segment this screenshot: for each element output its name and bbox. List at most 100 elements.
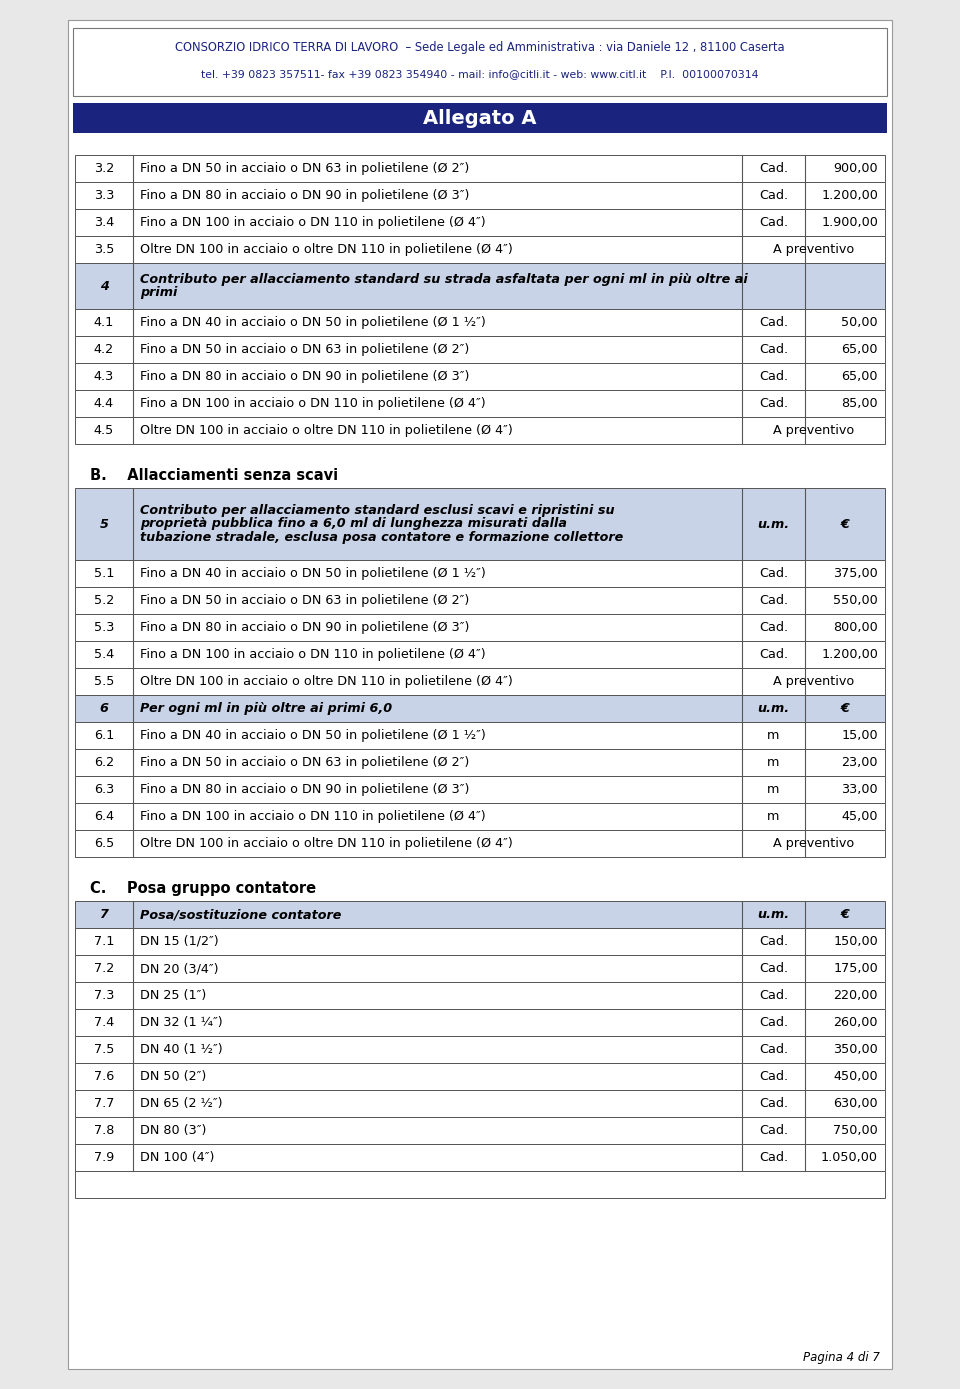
Text: 7.6: 7.6	[94, 1070, 114, 1083]
Text: 85,00: 85,00	[841, 397, 878, 410]
Bar	[75, 640, 885, 668]
Text: 375,00: 375,00	[833, 567, 878, 581]
Bar	[75, 308, 885, 336]
Text: Posa/sostituzione contatore: Posa/sostituzione contatore	[140, 908, 342, 921]
Bar	[75, 982, 885, 1008]
Text: 4.1: 4.1	[94, 317, 114, 329]
Text: A preventivo: A preventivo	[773, 838, 854, 850]
Text: 6.3: 6.3	[94, 783, 114, 796]
Bar	[75, 1063, 885, 1090]
Text: 3.4: 3.4	[94, 217, 114, 229]
Bar	[75, 488, 885, 560]
Text: u.m.: u.m.	[757, 908, 789, 921]
Bar	[75, 1171, 885, 1197]
Text: Fino a DN 50 in acciaio o DN 63 in polietilene (Ø 2″): Fino a DN 50 in acciaio o DN 63 in polie…	[140, 756, 469, 770]
Text: 3.3: 3.3	[94, 189, 114, 201]
Bar	[75, 776, 885, 803]
Text: €: €	[841, 518, 850, 531]
Text: 7: 7	[100, 908, 108, 921]
Text: Fino a DN 80 in acciaio o DN 90 in polietilene (Ø 3″): Fino a DN 80 in acciaio o DN 90 in polie…	[140, 369, 469, 383]
Text: 900,00: 900,00	[833, 163, 878, 175]
Bar	[75, 1008, 885, 1036]
Text: Cad.: Cad.	[759, 189, 788, 201]
Text: 4: 4	[100, 279, 108, 293]
Text: 450,00: 450,00	[833, 1070, 878, 1083]
Bar	[75, 831, 885, 857]
Bar	[75, 1036, 885, 1063]
Text: Contributo per allacciamento standard su strada asfaltata per ogni ml in più olt: Contributo per allacciamento standard su…	[140, 272, 748, 286]
Text: 5.1: 5.1	[94, 567, 114, 581]
Text: Fino a DN 40 in acciaio o DN 50 in polietilene (Ø 1 ½″): Fino a DN 40 in acciaio o DN 50 in polie…	[140, 317, 486, 329]
Text: 15,00: 15,00	[841, 729, 878, 742]
Text: €: €	[841, 908, 850, 921]
Text: 4.3: 4.3	[94, 369, 114, 383]
Bar	[75, 417, 885, 444]
Text: Fino a DN 50 in acciaio o DN 63 in polietilene (Ø 2″): Fino a DN 50 in acciaio o DN 63 in polie…	[140, 594, 469, 607]
Text: Cad.: Cad.	[759, 1124, 788, 1138]
Text: Cad.: Cad.	[759, 369, 788, 383]
Text: 7.1: 7.1	[94, 935, 114, 949]
Text: DN 15 (1/2″): DN 15 (1/2″)	[140, 935, 219, 949]
Text: Fino a DN 50 in acciaio o DN 63 in polietilene (Ø 2″): Fino a DN 50 in acciaio o DN 63 in polie…	[140, 343, 469, 356]
Text: Cad.: Cad.	[759, 963, 788, 975]
Text: tubazione stradale, esclusa posa contatore e formazione collettore: tubazione stradale, esclusa posa contato…	[140, 531, 623, 544]
Text: Fino a DN 80 in acciaio o DN 90 in polietilene (Ø 3″): Fino a DN 80 in acciaio o DN 90 in polie…	[140, 189, 469, 201]
Text: Cad.: Cad.	[759, 217, 788, 229]
Bar	[73, 28, 887, 96]
Text: 7.8: 7.8	[94, 1124, 114, 1138]
Text: 260,00: 260,00	[833, 1015, 878, 1029]
Text: 50,00: 50,00	[841, 317, 878, 329]
Bar	[73, 103, 887, 133]
Text: proprietà pubblica fino a 6,0 ml di lunghezza misurati dalla: proprietà pubblica fino a 6,0 ml di lung…	[140, 518, 567, 531]
Text: 800,00: 800,00	[833, 621, 878, 633]
Bar	[75, 263, 885, 308]
Text: 630,00: 630,00	[833, 1097, 878, 1110]
Bar	[75, 956, 885, 982]
Bar	[75, 1117, 885, 1145]
Text: 45,00: 45,00	[842, 810, 878, 824]
Text: DN 40 (1 ½″): DN 40 (1 ½″)	[140, 1043, 223, 1056]
Text: 5: 5	[100, 518, 108, 531]
Text: Per ogni ml in più oltre ai primi 6,0: Per ogni ml in più oltre ai primi 6,0	[140, 701, 392, 715]
Text: 4.5: 4.5	[94, 424, 114, 438]
Text: Fino a DN 50 in acciaio o DN 63 in polietilene (Ø 2″): Fino a DN 50 in acciaio o DN 63 in polie…	[140, 163, 469, 175]
Text: Fino a DN 40 in acciaio o DN 50 in polietilene (Ø 1 ½″): Fino a DN 40 in acciaio o DN 50 in polie…	[140, 567, 486, 581]
Bar	[75, 363, 885, 390]
Text: Cad.: Cad.	[759, 567, 788, 581]
Bar	[75, 614, 885, 640]
Text: 1.050,00: 1.050,00	[821, 1151, 878, 1164]
Text: 5.5: 5.5	[94, 675, 114, 688]
Text: primi: primi	[140, 286, 178, 299]
Text: Fino a DN 40 in acciaio o DN 50 in polietilene (Ø 1 ½″): Fino a DN 40 in acciaio o DN 50 in polie…	[140, 729, 486, 742]
Bar	[75, 588, 885, 614]
Text: 4.4: 4.4	[94, 397, 114, 410]
Text: CONSORZIO IDRICO TERRA DI LAVORO  – Sede Legale ed Amministrativa : via Daniele : CONSORZIO IDRICO TERRA DI LAVORO – Sede …	[175, 42, 785, 54]
Text: DN 25 (1″): DN 25 (1″)	[140, 989, 206, 1001]
Text: 65,00: 65,00	[842, 369, 878, 383]
Text: m: m	[767, 810, 780, 824]
Text: 7.9: 7.9	[94, 1151, 114, 1164]
Text: 3.5: 3.5	[94, 243, 114, 256]
Bar	[75, 336, 885, 363]
Bar	[75, 722, 885, 749]
Text: 7.4: 7.4	[94, 1015, 114, 1029]
Text: Oltre DN 100 in acciaio o oltre DN 110 in polietilene (Ø 4″): Oltre DN 100 in acciaio o oltre DN 110 i…	[140, 424, 513, 438]
Text: Fino a DN 100 in acciaio o DN 110 in polietilene (Ø 4″): Fino a DN 100 in acciaio o DN 110 in pol…	[140, 217, 486, 229]
Bar	[75, 928, 885, 956]
Text: 175,00: 175,00	[833, 963, 878, 975]
Bar	[75, 901, 885, 928]
Bar	[75, 668, 885, 694]
Bar	[75, 1090, 885, 1117]
Text: Oltre DN 100 in acciaio o oltre DN 110 in polietilene (Ø 4″): Oltre DN 100 in acciaio o oltre DN 110 i…	[140, 675, 513, 688]
Bar	[75, 156, 885, 182]
Text: Cad.: Cad.	[759, 163, 788, 175]
Text: 4.2: 4.2	[94, 343, 114, 356]
Text: 23,00: 23,00	[842, 756, 878, 770]
Text: Cad.: Cad.	[759, 1070, 788, 1083]
Text: Cad.: Cad.	[759, 989, 788, 1001]
Text: 1.900,00: 1.900,00	[821, 217, 878, 229]
Text: Fino a DN 80 in acciaio o DN 90 in polietilene (Ø 3″): Fino a DN 80 in acciaio o DN 90 in polie…	[140, 621, 469, 633]
Bar	[75, 803, 885, 831]
Text: tel. +39 0823 357511- fax +39 0823 354940 - mail: info@citli.it - web: www.citl.: tel. +39 0823 357511- fax +39 0823 35494…	[202, 69, 758, 79]
Text: 5.2: 5.2	[94, 594, 114, 607]
